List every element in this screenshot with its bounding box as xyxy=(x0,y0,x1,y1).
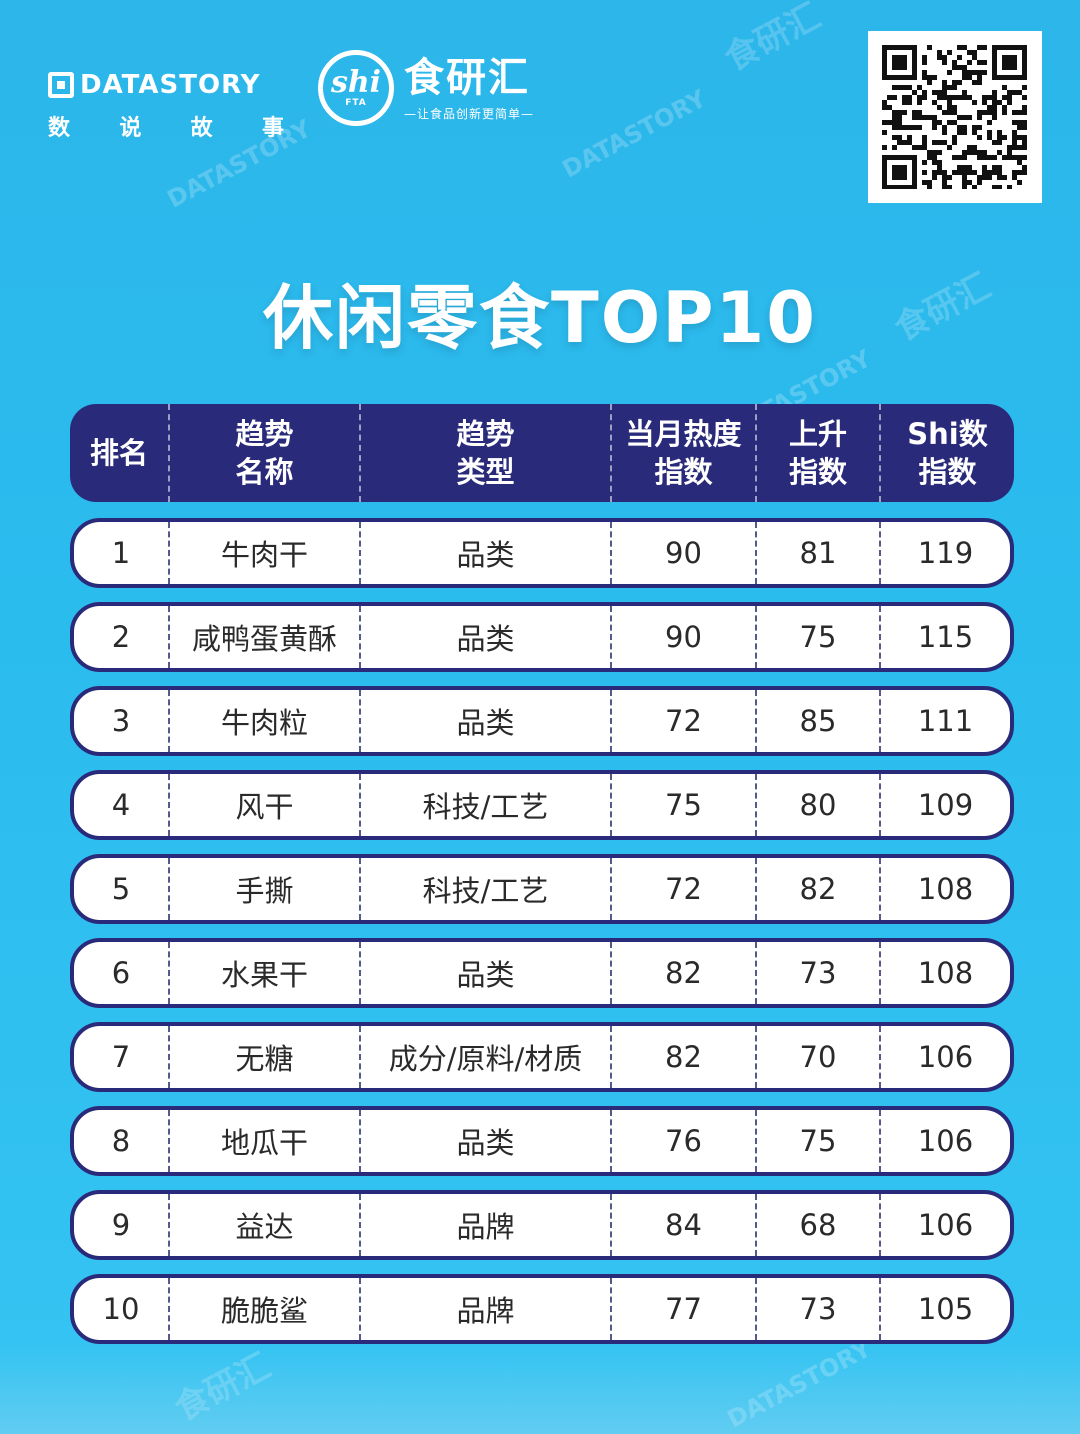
cell-rise: 85 xyxy=(755,690,879,752)
table-row: 4 风干 科技/工艺 75 80 109 xyxy=(70,770,1014,840)
cell-trend-type: 成分/原料/材质 xyxy=(359,1026,610,1088)
datastory-logo: DATASTORY 数 说 故 事 xyxy=(48,70,284,142)
cell-monthly-heat: 90 xyxy=(610,522,755,584)
cell-trend-type: 品类 xyxy=(359,606,610,668)
cell-monthly-heat: 84 xyxy=(610,1194,755,1256)
header-trend-name: 趋势 名称 xyxy=(168,404,359,502)
shi-title: 食研汇 xyxy=(404,54,530,101)
cell-rise: 70 xyxy=(755,1026,879,1088)
cell-rank: 1 xyxy=(111,536,131,570)
watermark: 食研汇 xyxy=(718,0,828,80)
cell-monthly-heat: 72 xyxy=(610,858,755,920)
cell-trend-type: 品类 xyxy=(359,942,610,1004)
datastory-sub-char: 说 xyxy=(119,116,142,141)
table-row: 3 牛肉粒 品类 72 85 111 xyxy=(70,686,1014,756)
cell-rise: 75 xyxy=(755,1110,879,1172)
shi-logo-icon: shi FTA xyxy=(318,50,394,126)
page-title: 休闲零食TOP10 xyxy=(263,277,817,359)
ranking-table: 排名 趋势 名称 趋势 类型 当月热度 指数 上升 指数 Shi数 指数 1 牛肉… xyxy=(70,404,1014,1344)
cell-trend-name: 牛肉粒 xyxy=(168,690,359,752)
cell-shi-index: 106 xyxy=(879,1194,1010,1256)
cell-rank: 3 xyxy=(111,704,131,738)
cell-monthly-heat: 76 xyxy=(610,1110,755,1172)
cell-shi-index: 105 xyxy=(879,1278,1010,1340)
shi-fta: FTA xyxy=(345,98,367,108)
cell-shi-index: 108 xyxy=(879,858,1010,920)
datastory-logo-icon xyxy=(48,72,74,98)
datastory-name: DATASTORY xyxy=(80,70,261,100)
cell-rise: 73 xyxy=(755,1278,879,1340)
cell-trend-name: 脆脆鲨 xyxy=(168,1278,359,1340)
shi-mark: shi xyxy=(330,65,382,100)
cell-rank: 7 xyxy=(111,1040,131,1074)
cell-monthly-heat: 77 xyxy=(610,1278,755,1340)
cell-shi-index: 119 xyxy=(879,522,1010,584)
cell-trend-name: 牛肉干 xyxy=(168,522,359,584)
footer-decoration xyxy=(0,1344,1080,1434)
shi-logo: shi FTA 食研汇 —让食品创新更简单— xyxy=(318,50,534,126)
cell-rank: 8 xyxy=(111,1124,131,1158)
cell-rise: 81 xyxy=(755,522,879,584)
datastory-subtitle: 数 说 故 事 xyxy=(48,110,284,142)
table-row: 7 无糖 成分/原料/材质 82 70 106 xyxy=(70,1022,1014,1092)
cell-trend-name: 水果干 xyxy=(168,942,359,1004)
table-header: 排名 趋势 名称 趋势 类型 当月热度 指数 上升 指数 Shi数 指数 xyxy=(70,404,1014,502)
cell-shi-index: 108 xyxy=(879,942,1010,1004)
header-trend-type: 趋势 类型 xyxy=(359,404,610,502)
cell-trend-type: 品牌 xyxy=(359,1278,610,1340)
cell-shi-index: 106 xyxy=(879,1026,1010,1088)
cell-rise: 80 xyxy=(755,774,879,836)
table-row: 5 手撕 科技/工艺 72 82 108 xyxy=(70,854,1014,924)
datastory-sub-char: 事 xyxy=(261,116,284,141)
cell-rank: 9 xyxy=(111,1208,131,1242)
shi-slogan: —让食品创新更简单— xyxy=(404,106,535,121)
cell-trend-name: 风干 xyxy=(168,774,359,836)
cell-rank: 10 xyxy=(102,1292,140,1326)
datastory-sub-char: 数 xyxy=(48,116,71,141)
header-shi-index: Shi数 指数 xyxy=(879,404,1014,502)
cell-rise: 82 xyxy=(755,858,879,920)
cell-monthly-heat: 72 xyxy=(610,690,755,752)
cell-shi-index: 111 xyxy=(879,690,1010,752)
watermark: DATASTORY xyxy=(557,84,711,184)
cell-trend-name: 益达 xyxy=(168,1194,359,1256)
cell-rank: 2 xyxy=(111,620,131,654)
cell-monthly-heat: 82 xyxy=(610,1026,755,1088)
cell-trend-type: 品类 xyxy=(359,522,610,584)
cell-trend-type: 科技/工艺 xyxy=(359,774,610,836)
cell-trend-type: 品牌 xyxy=(359,1194,610,1256)
cell-shi-index: 106 xyxy=(879,1110,1010,1172)
cell-rank: 6 xyxy=(111,956,131,990)
cell-rise: 68 xyxy=(755,1194,879,1256)
cell-trend-name: 地瓜干 xyxy=(168,1110,359,1172)
header-rank: 排名 xyxy=(89,436,148,470)
cell-rank: 4 xyxy=(111,788,131,822)
cell-monthly-heat: 82 xyxy=(610,942,755,1004)
cell-trend-name: 无糖 xyxy=(168,1026,359,1088)
table-row: 8 地瓜干 品类 76 75 106 xyxy=(70,1106,1014,1176)
cell-monthly-heat: 75 xyxy=(610,774,755,836)
table-row: 6 水果干 品类 82 73 108 xyxy=(70,938,1014,1008)
datastory-sub-char: 故 xyxy=(190,116,213,141)
cell-monthly-heat: 90 xyxy=(610,606,755,668)
cell-shi-index: 109 xyxy=(879,774,1010,836)
table-row: 1 牛肉干 品类 90 81 119 xyxy=(70,518,1014,588)
cell-trend-type: 品类 xyxy=(359,690,610,752)
table-row: 2 咸鸭蛋黄酥 品类 90 75 115 xyxy=(70,602,1014,672)
cell-trend-name: 手撕 xyxy=(168,858,359,920)
cell-trend-name: 咸鸭蛋黄酥 xyxy=(168,606,359,668)
qr-code xyxy=(868,31,1042,203)
table-row: 10 脆脆鲨 品牌 77 73 105 xyxy=(70,1274,1014,1344)
header-monthly-heat: 当月热度 指数 xyxy=(610,404,755,502)
cell-rise: 75 xyxy=(755,606,879,668)
cell-trend-type: 科技/工艺 xyxy=(359,858,610,920)
header-rise: 上升 指数 xyxy=(755,404,879,502)
qr-code-icon xyxy=(882,45,1027,189)
cell-shi-index: 115 xyxy=(879,606,1010,668)
cell-rank: 5 xyxy=(111,872,131,906)
table-row: 9 益达 品牌 84 68 106 xyxy=(70,1190,1014,1260)
cell-trend-type: 品类 xyxy=(359,1110,610,1172)
cell-rise: 73 xyxy=(755,942,879,1004)
